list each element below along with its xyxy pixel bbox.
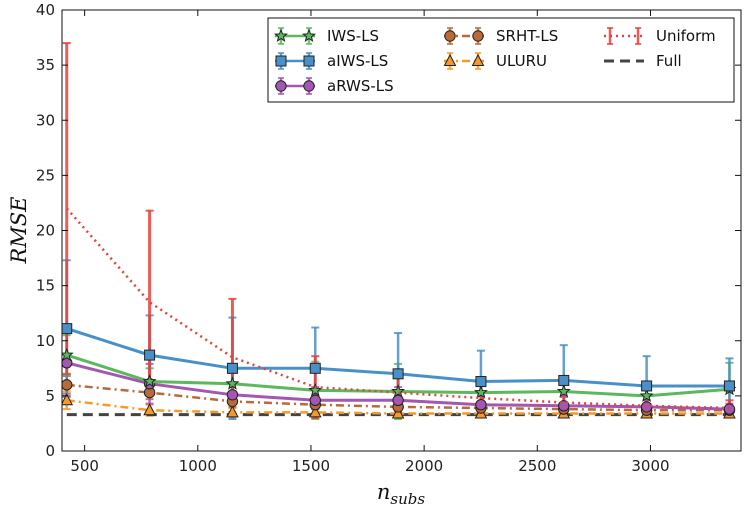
- legend-label: Uniform: [656, 27, 716, 45]
- legend-marker: [444, 30, 456, 42]
- data-point: [392, 368, 404, 380]
- legend-label: aIWS-LS: [327, 52, 388, 70]
- legend-marker: [275, 55, 287, 67]
- legend-marker: [275, 80, 287, 92]
- data-point: [226, 362, 238, 374]
- data-point: [391, 384, 406, 398]
- data-point: [475, 376, 487, 388]
- legend-item-uniform: Uniform: [604, 27, 716, 45]
- y-tick-label: 20: [36, 222, 55, 240]
- data-point: [309, 362, 321, 374]
- data-point: [226, 389, 239, 401]
- legend-item-iws: IWS-LS: [273, 27, 379, 45]
- data-point: [473, 385, 488, 399]
- data-point: [226, 405, 239, 418]
- data-point: [143, 403, 156, 416]
- y-axis-title: RMSE: [7, 196, 31, 264]
- x-axis-title: nsubs: [377, 480, 425, 508]
- data-point: [723, 380, 735, 392]
- legend-label: aRWS-LS: [327, 77, 394, 95]
- legend-item-uluru: ULURU: [443, 52, 547, 70]
- y-tick-label: 35: [36, 56, 55, 74]
- y-tick-label: 0: [45, 442, 55, 460]
- data-point: [308, 382, 323, 397]
- x-tick-label: 3000: [631, 457, 669, 475]
- data-point: [308, 405, 322, 418]
- legend-marker: [471, 53, 485, 66]
- data-point: [142, 374, 157, 388]
- data-point: [558, 374, 570, 386]
- legend-marker: [273, 28, 289, 42]
- data-point: [475, 398, 487, 411]
- x-tick-label: 1000: [179, 457, 217, 475]
- legend-item-aiws: aIWS-LS: [275, 52, 388, 70]
- data-point: [556, 384, 571, 398]
- legend-item-arws: aRWS-LS: [275, 77, 394, 95]
- data-point: [225, 376, 240, 390]
- data-point: [144, 349, 156, 361]
- series-srht-line: [66, 383, 730, 412]
- series-aiws: [62, 323, 735, 392]
- legend-marker: [303, 55, 315, 67]
- legend-label: SRHT-LS: [496, 27, 558, 45]
- x-axis-title-subscript: subs: [390, 490, 425, 508]
- data-point: [639, 388, 654, 402]
- x-tick-label: 2500: [518, 457, 556, 475]
- data-point: [309, 394, 321, 406]
- series-iws: [62, 347, 737, 402]
- legend-marker: [443, 53, 457, 66]
- data-point: [391, 406, 405, 419]
- legend-label: IWS-LS: [327, 27, 379, 45]
- y-tick-label: 30: [36, 111, 55, 129]
- legend-frame: [267, 17, 735, 103]
- x-tick-label: 1500: [292, 457, 330, 475]
- data-point: [641, 380, 653, 392]
- legend-marker: [301, 28, 317, 42]
- data-point: [392, 394, 404, 406]
- legend-item-full: Full: [604, 52, 682, 70]
- legend-item-srht: SRHT-LS: [444, 27, 558, 45]
- x-tick-label: 2000: [405, 457, 443, 475]
- legend-marker: [303, 80, 315, 92]
- legend: IWS-LS aIWS-LS aRWS-LS SRHT-LS ULURU Uniform F…: [267, 17, 735, 103]
- y-tick-label: 40: [36, 1, 55, 19]
- legend-label: Full: [656, 52, 682, 70]
- legend-label: ULURU: [496, 52, 547, 70]
- y-tick-label: 25: [36, 166, 55, 184]
- data-point: [62, 393, 74, 406]
- x-axis-title-main: n: [377, 480, 391, 504]
- y-tick-label: 5: [45, 387, 55, 405]
- x-tick-label: 500: [70, 457, 99, 475]
- data-point: [62, 379, 73, 391]
- y-tick-label: 10: [36, 332, 55, 350]
- data-point: [62, 323, 73, 335]
- legend-marker: [472, 30, 484, 42]
- y-tick-label: 15: [36, 277, 55, 295]
